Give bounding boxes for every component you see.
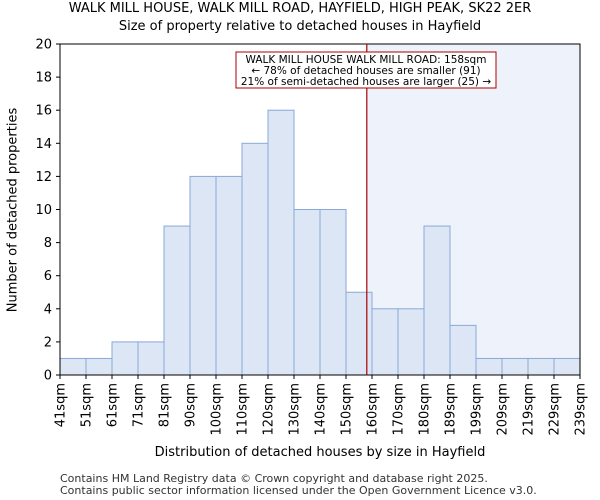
x-tick-label: 120sqm (262, 383, 277, 436)
bar-41sqm (59, 357, 87, 376)
annotation-line-3: 21% of semi-detached houses are larger (… (241, 76, 492, 88)
x-tick-label: 170sqm (392, 383, 407, 436)
y-tick-label: 8 (44, 236, 52, 251)
bar-90sqm (189, 175, 217, 376)
bar-81sqm (163, 225, 191, 376)
bar-160sqm (371, 308, 399, 376)
bar-120sqm (267, 109, 295, 376)
y-tick-label: 2 (44, 335, 52, 350)
y-tick-label: 4 (44, 302, 52, 317)
x-tick-label: 229sqm (548, 383, 563, 436)
bar-229sqm (553, 357, 581, 376)
x-tick-label: 61sqm (106, 383, 121, 427)
bar-209sqm (501, 357, 529, 376)
y-axis-label: Number of detached properties (5, 107, 21, 313)
annotation-line-2: ← 78% of detached houses are smaller (91… (251, 65, 480, 77)
x-tick-label: 180sqm (418, 383, 433, 436)
y-tick-label: 20 (35, 38, 52, 53)
x-tick-label: 90sqm (184, 383, 199, 427)
bar-71sqm (137, 341, 165, 376)
footer-line-1: Contains HM Land Registry data © Crown c… (60, 472, 488, 485)
x-tick-label: 110sqm (236, 383, 251, 436)
y-tick-label: 14 (35, 137, 52, 152)
y-tick-label: 0 (44, 369, 52, 384)
x-tick-label: 51sqm (80, 383, 95, 427)
x-tick-label: 100sqm (210, 383, 225, 436)
y-tick-label: 18 (35, 71, 52, 86)
bar-61sqm (111, 341, 139, 376)
bar-180sqm (423, 225, 451, 376)
x-tick-label: 130sqm (288, 383, 303, 436)
bar-170sqm (397, 308, 425, 376)
bar-199sqm (475, 357, 503, 376)
bar-51sqm (85, 357, 113, 376)
bar-150sqm (345, 291, 373, 376)
x-tick-label: 199sqm (470, 383, 485, 436)
x-tick-label: 160sqm (366, 383, 381, 436)
chart-subtitle: Size of property relative to detached ho… (118, 19, 482, 34)
bar-130sqm (293, 209, 321, 376)
bar-100sqm (215, 175, 243, 376)
footer-line-2: Contains public sector information licen… (60, 484, 537, 497)
x-tick-label: 140sqm (314, 383, 329, 436)
x-tick-label: 209sqm (496, 383, 511, 436)
bar-110sqm (241, 142, 269, 376)
x-tick-label: 71sqm (132, 383, 147, 427)
y-tick-label: 6 (44, 269, 52, 284)
x-tick-label: 189sqm (444, 383, 459, 436)
x-tick-label: 219sqm (522, 383, 537, 436)
bar-140sqm (319, 209, 347, 376)
y-tick-label: 12 (35, 170, 52, 185)
chart-title: WALK MILL HOUSE, WALK MILL ROAD, HAYFIEL… (68, 1, 532, 16)
x-tick-label: 41sqm (54, 383, 69, 427)
y-tick-label: 10 (35, 203, 52, 218)
annotation-box (235, 51, 497, 89)
x-tick-label: 150sqm (340, 383, 355, 436)
x-axis-label: Distribution of detached houses by size … (154, 445, 486, 460)
x-tick-label: 81sqm (158, 383, 173, 427)
bar-189sqm (449, 324, 477, 376)
annotation-line-1: WALK MILL HOUSE WALK MILL ROAD: 158sqm (246, 54, 487, 66)
x-tick-label: 239sqm (574, 383, 589, 436)
bar-219sqm (527, 357, 555, 376)
y-tick-label: 16 (35, 104, 52, 119)
